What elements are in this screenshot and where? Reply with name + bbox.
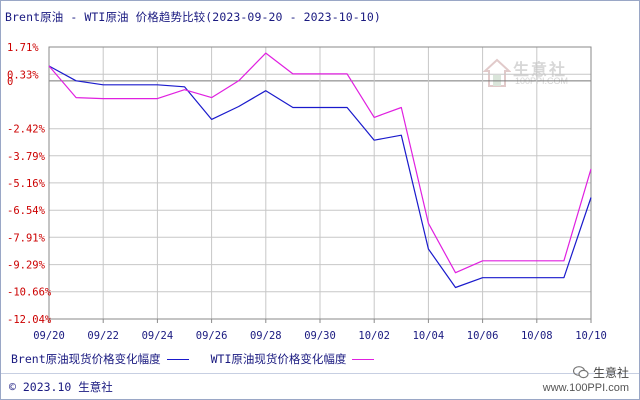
y-tick-label: -5.16% xyxy=(7,178,46,190)
series-line-brent xyxy=(48,65,592,289)
y-tick-label: 0 xyxy=(7,76,13,88)
wechat-brand-name: 生意社 xyxy=(592,366,629,380)
x-tick-label: 09/30 xyxy=(304,330,336,342)
legend-swatch-brent xyxy=(166,358,189,360)
y-tick-label: -9.29% xyxy=(7,260,46,272)
x-tick-label: 10/08 xyxy=(521,330,553,342)
wechat-site: www.100PPI.com xyxy=(542,382,629,394)
x-tick-label: 09/24 xyxy=(142,330,174,342)
legend: Brent原油现货价格变化幅度 WTI原油现货价格变化幅度 xyxy=(11,351,396,367)
series-line-wti xyxy=(48,52,592,274)
x-tick-label: 09/22 xyxy=(87,330,119,342)
x-tick-label: 10/02 xyxy=(358,330,390,342)
wechat-brand: 生意社 xyxy=(543,364,629,381)
y-tick-label: -12.04% xyxy=(7,314,52,326)
footer-divider xyxy=(1,373,639,374)
y-tick-label: -2.42% xyxy=(7,124,46,136)
y-tick-label: -6.54% xyxy=(7,205,46,217)
x-tick-label: 10/10 xyxy=(575,330,607,342)
wechat-badge: 生意社 www.100PPI.com xyxy=(543,364,629,394)
plot-border xyxy=(48,46,592,320)
legend-item-brent: Brent原油现货价格变化幅度 xyxy=(11,351,189,367)
wechat-icon xyxy=(572,366,589,379)
legend-label-wti: WTI原油现货价格变化幅度 xyxy=(210,352,347,366)
chart-title: Brent原油 - WTI原油 价格趋势比较(2023-09-20 - 2023… xyxy=(5,10,381,24)
y-tick-label: -7.91% xyxy=(7,232,46,244)
axes xyxy=(48,46,592,323)
series-lines xyxy=(48,52,592,289)
y-tick-label: -10.66% xyxy=(7,287,52,299)
y-tick-label: 1.71% xyxy=(7,42,39,54)
x-tick-label: 10/06 xyxy=(467,330,499,342)
x-tick-labels: 09/20 09/22 09/24 09/26 09/28 09/30 10/02 10/04… xyxy=(33,330,607,342)
x-tick-label: 10/04 xyxy=(413,330,445,342)
x-tick-label: 09/28 xyxy=(250,330,282,342)
copyright-text: © 2023.10 生意社 xyxy=(9,380,113,394)
y-tick-label: -3.79% xyxy=(7,151,46,163)
legend-swatch-wti xyxy=(352,358,375,360)
y-tick-label: 0.33% xyxy=(7,69,39,81)
legend-label-brent: Brent原油现货价格变化幅度 xyxy=(11,352,161,366)
legend-item-wti: WTI原油现货价格变化幅度 xyxy=(211,351,375,367)
y-tick-labels: 1.71% 0.33%0 -2.42% -3.79% -5.16% -6.54% -7.91… xyxy=(7,42,52,326)
x-tick-label: 09/26 xyxy=(196,330,228,342)
x-tick-label: 09/20 xyxy=(33,330,65,342)
